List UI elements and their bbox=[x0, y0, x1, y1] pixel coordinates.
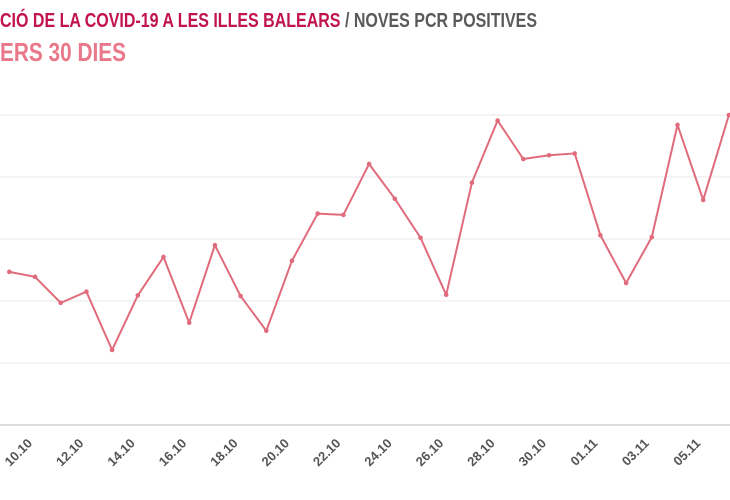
data-point bbox=[7, 269, 12, 275]
x-tick-label: 30.10 bbox=[516, 436, 550, 470]
data-point bbox=[572, 151, 577, 156]
data-point bbox=[341, 212, 346, 218]
data-point bbox=[109, 347, 115, 353]
data-point bbox=[32, 274, 38, 280]
x-tick-label: 01.11 bbox=[567, 436, 600, 469]
data-point bbox=[135, 293, 141, 298]
data-point bbox=[58, 300, 63, 306]
data-point bbox=[469, 180, 475, 185]
chart-title-main: CIÓ DE LA COVID-19 A LES ILLES BALEARS bbox=[0, 10, 341, 32]
data-point bbox=[726, 112, 730, 118]
data-point bbox=[392, 196, 398, 201]
x-tick-label: 05.11 bbox=[670, 436, 703, 469]
data-point bbox=[546, 153, 552, 158]
chart-title: CIÓ DE LA COVID-19 A LES ILLES BALEARS /… bbox=[0, 10, 537, 33]
data-point bbox=[161, 254, 166, 260]
x-tick-label: 16.10 bbox=[156, 436, 190, 470]
data-point bbox=[675, 122, 680, 128]
data-point bbox=[212, 242, 218, 248]
x-tick-label: 12.10 bbox=[53, 436, 87, 470]
chart-subtitle: ERS 30 DIES bbox=[0, 37, 127, 67]
x-tick-label: 26.10 bbox=[413, 436, 447, 470]
x-tick-label: 22.10 bbox=[310, 436, 344, 470]
data-point bbox=[598, 232, 603, 238]
data-point bbox=[649, 234, 655, 240]
data-point bbox=[418, 235, 423, 241]
data-point bbox=[366, 161, 372, 167]
x-tick-label: 14.10 bbox=[104, 436, 138, 470]
x-tick-label: 10.10 bbox=[2, 436, 36, 470]
data-point bbox=[315, 211, 321, 216]
chart-title-suffix: / NOVES PCR POSITIVES bbox=[344, 10, 537, 32]
x-tick-label: 03.11 bbox=[619, 436, 652, 469]
x-tick-label: 18.10 bbox=[207, 436, 241, 470]
data-point bbox=[238, 293, 243, 299]
data-point bbox=[264, 328, 269, 334]
x-tick-label: 24.10 bbox=[361, 436, 395, 470]
data-point bbox=[495, 118, 500, 123]
x-tick-label: 20.10 bbox=[259, 436, 293, 470]
data-point bbox=[443, 292, 449, 298]
data-point bbox=[289, 258, 295, 264]
data-point bbox=[186, 320, 192, 326]
data-point bbox=[84, 289, 89, 295]
data-point bbox=[521, 156, 526, 162]
series-line bbox=[9, 114, 730, 351]
data-point bbox=[700, 197, 706, 203]
x-tick-label: 28.10 bbox=[464, 436, 498, 470]
data-point bbox=[623, 280, 629, 286]
